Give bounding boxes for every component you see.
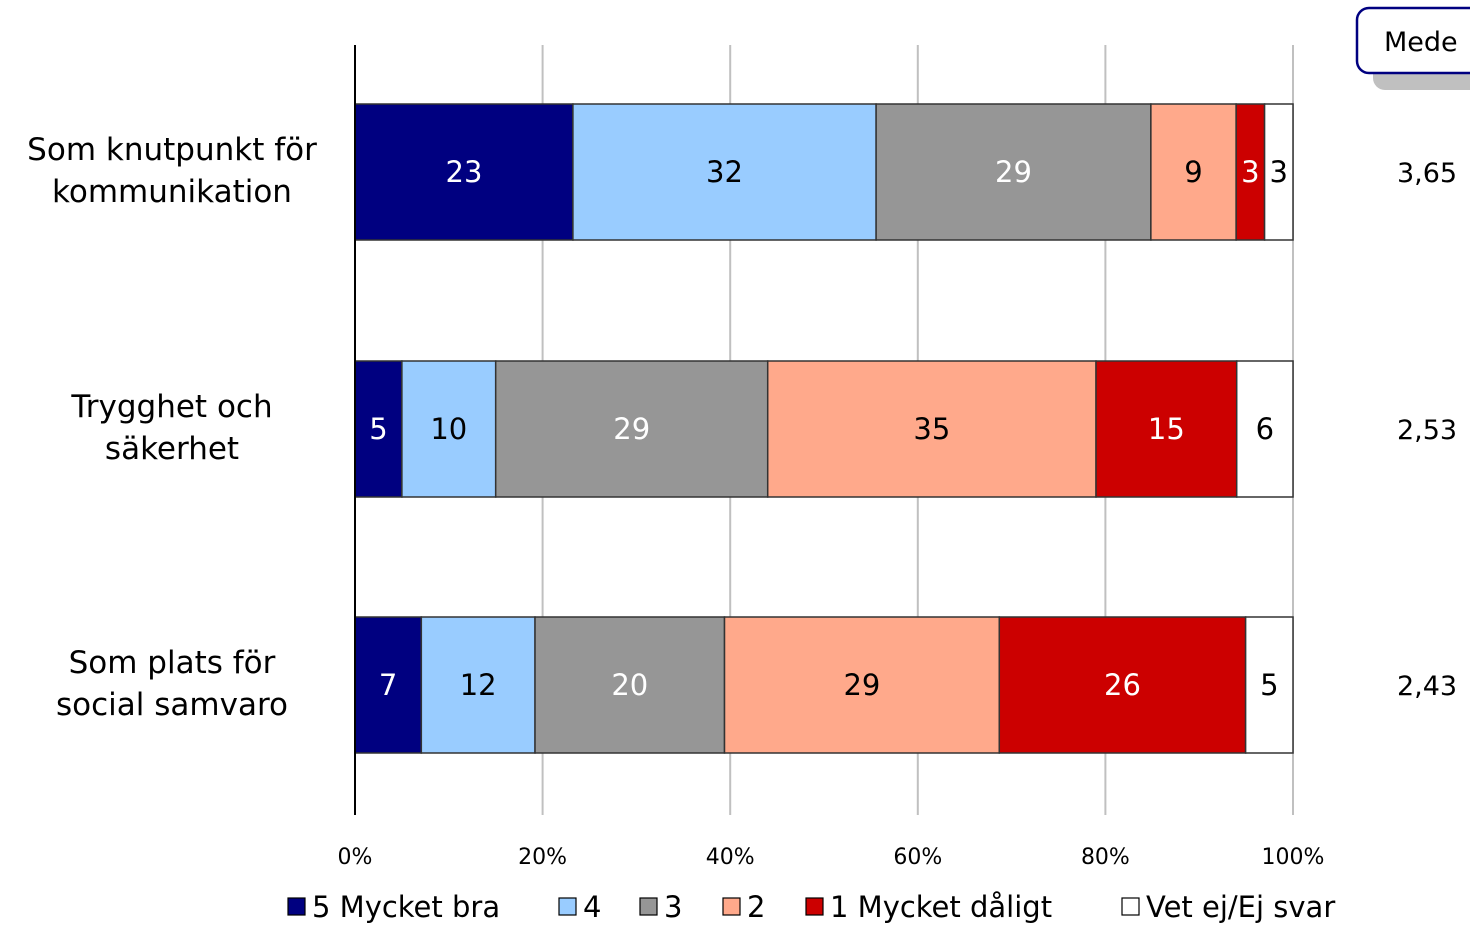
- data-label: 29: [995, 155, 1032, 189]
- category-label: kommunikation: [52, 174, 292, 210]
- data-label: 7: [379, 668, 397, 702]
- data-label: 12: [460, 668, 497, 702]
- legend-swatch: [805, 897, 824, 916]
- legend-swatch: [722, 897, 741, 916]
- data-label: 26: [1104, 668, 1141, 702]
- x-tick-label: 0%: [338, 845, 373, 870]
- legend-label: 3: [664, 890, 682, 924]
- data-label: 10: [430, 412, 467, 446]
- legend-label: Vet ej/Ej svar: [1146, 890, 1335, 924]
- data-label: 23: [446, 155, 483, 189]
- data-label: 32: [706, 155, 743, 189]
- x-tick-label: 40%: [706, 845, 755, 870]
- legend-swatch: [558, 897, 577, 916]
- data-label: 6: [1256, 412, 1274, 446]
- data-label: 15: [1148, 412, 1185, 446]
- x-tick-label: 100%: [1262, 845, 1325, 870]
- bar-segment: [998, 616, 1247, 754]
- data-label: 5: [1260, 668, 1278, 702]
- mean-value: 3,65: [1397, 158, 1457, 189]
- legend-swatch: [287, 897, 306, 916]
- legend-label: 4: [583, 890, 601, 924]
- bar-segment: [1263, 103, 1294, 241]
- legend-swatch: [639, 897, 658, 916]
- mean-value: 2,53: [1397, 415, 1457, 446]
- category-label: Trygghet och: [70, 389, 272, 425]
- bar-segment: [766, 360, 1097, 498]
- bar-segment: [723, 616, 1001, 754]
- bar-segment: [875, 103, 1152, 241]
- legend-label: 1 Mycket dåligt: [830, 890, 1052, 924]
- data-label: 5: [369, 412, 387, 446]
- bar-segment: [1095, 360, 1238, 498]
- x-tick-label: 60%: [893, 845, 942, 870]
- data-label: 35: [913, 412, 950, 446]
- bar-segment: [1150, 103, 1237, 241]
- category-label: säkerhet: [105, 431, 239, 467]
- mean-header-box: [1355, 6, 1470, 75]
- data-label: 3: [1270, 155, 1288, 189]
- legend-label: 2: [747, 890, 765, 924]
- bar-segment: [1244, 616, 1294, 754]
- mean-value: 2,43: [1397, 671, 1457, 702]
- data-label: 3: [1241, 155, 1259, 189]
- mean-header-label: Mede: [1384, 27, 1458, 58]
- bar-segment: [354, 360, 403, 498]
- bar-segment: [1235, 103, 1266, 241]
- x-tick-label: 80%: [1081, 845, 1130, 870]
- bar-segment: [572, 103, 877, 241]
- category-label: social samvaro: [56, 687, 288, 723]
- data-label: 29: [613, 412, 650, 446]
- category-label: Som knutpunkt för: [27, 132, 317, 168]
- bar-segment: [354, 103, 574, 241]
- bar-segment: [534, 616, 726, 754]
- bar-segment: [420, 616, 536, 754]
- category-label: Som plats för: [69, 645, 276, 681]
- data-label: 29: [843, 668, 880, 702]
- data-label: 20: [611, 668, 648, 702]
- data-label: 9: [1184, 155, 1202, 189]
- x-tick-label: 20%: [518, 845, 567, 870]
- legend-label: 5 Mycket bra: [312, 890, 500, 924]
- bar-segment: [494, 360, 769, 498]
- bar-segment: [1235, 360, 1294, 498]
- legend-swatch: [1121, 897, 1140, 916]
